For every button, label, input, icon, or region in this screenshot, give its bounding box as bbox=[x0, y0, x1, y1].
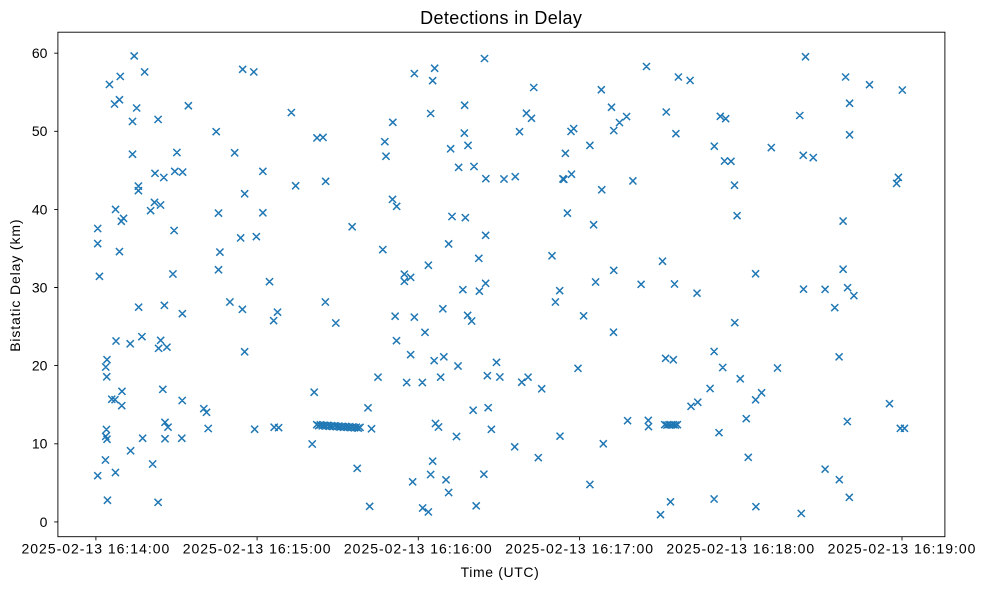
svg-text:2025-02-13 16:15:00: 2025-02-13 16:15:00 bbox=[183, 540, 332, 556]
svg-text:Bistatic Delay (km): Bistatic Delay (km) bbox=[7, 219, 23, 352]
svg-text:10: 10 bbox=[32, 436, 48, 452]
svg-text:2025-02-13 16:16:00: 2025-02-13 16:16:00 bbox=[344, 540, 493, 556]
svg-text:Detections in Delay: Detections in Delay bbox=[420, 8, 582, 28]
svg-text:Time (UTC): Time (UTC) bbox=[461, 564, 540, 580]
svg-text:2025-02-13 16:18:00: 2025-02-13 16:18:00 bbox=[666, 540, 815, 556]
svg-text:40: 40 bbox=[32, 201, 48, 217]
svg-text:30: 30 bbox=[32, 279, 48, 295]
svg-text:20: 20 bbox=[32, 358, 48, 374]
svg-text:2025-02-13 16:14:00: 2025-02-13 16:14:00 bbox=[21, 540, 170, 556]
svg-text:2025-02-13 16:17:00: 2025-02-13 16:17:00 bbox=[505, 540, 654, 556]
svg-text:0: 0 bbox=[40, 514, 48, 530]
svg-text:50: 50 bbox=[32, 123, 48, 139]
svg-text:60: 60 bbox=[32, 45, 48, 61]
svg-text:2025-02-13 16:19:00: 2025-02-13 16:19:00 bbox=[828, 540, 977, 556]
